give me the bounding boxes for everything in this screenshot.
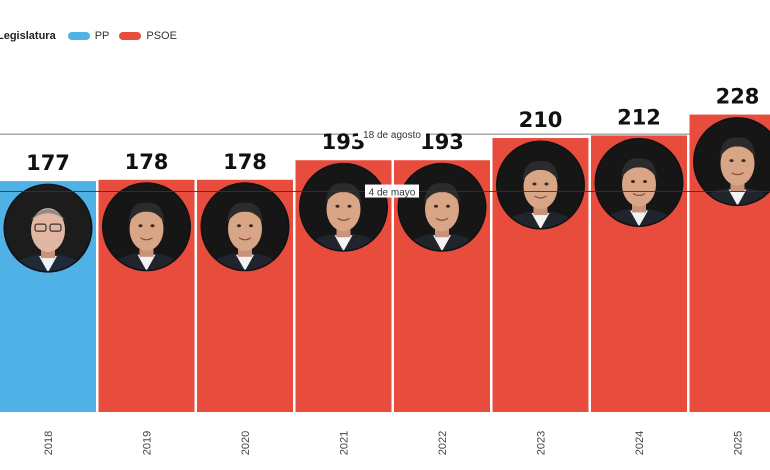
portrait-eye-right xyxy=(544,182,549,186)
portrait-eye-right xyxy=(741,159,746,163)
portrait-face xyxy=(326,187,361,232)
portrait-mouth xyxy=(731,172,744,176)
portrait-mouth xyxy=(534,195,547,199)
portrait-mouth xyxy=(140,237,153,241)
pedro-sanchez-portrait xyxy=(102,182,191,272)
value-label-2020: 178 xyxy=(223,150,267,174)
portrait-eye-left xyxy=(138,224,143,228)
portrait-mouth xyxy=(238,237,252,241)
value-label-2019: 178 xyxy=(125,150,169,174)
annotation-label-18-agosto: 18 de agosto xyxy=(363,130,421,141)
portrait-hair xyxy=(325,183,362,204)
value-label-2022: 193 xyxy=(420,130,464,154)
pedro-sanchez-portrait xyxy=(200,182,290,272)
legend: Legislatura PP PSOE xyxy=(0,28,187,44)
portrait-eye-left xyxy=(729,159,734,163)
portrait-clip-group xyxy=(5,185,91,272)
legend-label-pp: PP xyxy=(94,30,110,42)
tick-label-2023: 2023 xyxy=(536,431,548,455)
portrait-glasses-left xyxy=(34,223,47,232)
portrait-suit xyxy=(303,233,384,251)
annotation-bg-4-mayo xyxy=(365,184,419,198)
tick-label-2019: 2019 xyxy=(142,431,154,455)
portrait-suit xyxy=(205,252,285,270)
portrait-eye-left xyxy=(237,224,241,228)
value-label-2018: 177 xyxy=(26,151,70,175)
pedro-sanchez-portrait xyxy=(496,140,585,230)
portrait-face xyxy=(622,162,656,207)
value-label-2023: 210 xyxy=(519,108,563,132)
portrait-glasses-right xyxy=(49,223,62,232)
portrait-suit xyxy=(402,233,482,251)
annotation-bg-18-agosto xyxy=(358,127,426,141)
portrait-eye-left xyxy=(631,179,635,183)
portrait-clip-group xyxy=(202,183,288,270)
portrait-mouth xyxy=(337,217,350,221)
portrait-shirt xyxy=(630,210,648,226)
portrait-clip-group xyxy=(497,142,584,229)
annotation-label-4-mayo: 4 de mayo xyxy=(369,188,416,199)
portrait-hair xyxy=(128,202,165,223)
portrait-face xyxy=(31,208,65,253)
pedro-sanchez-portrait xyxy=(594,137,684,227)
portrait-face xyxy=(129,206,164,251)
portrait-suit xyxy=(697,187,770,205)
portrait-mouth xyxy=(632,192,646,197)
pedro-sanchez-portrait xyxy=(397,162,487,252)
portrait-shirt xyxy=(334,235,353,251)
tick-label-2020: 2020 xyxy=(240,431,252,455)
value-label-2024: 212 xyxy=(617,105,661,129)
tick-label-2025: 2025 xyxy=(733,431,745,455)
legend-title: Legislatura xyxy=(0,30,56,42)
legend-item-pp: PP xyxy=(67,30,110,42)
tick-label-2022: 2022 xyxy=(437,431,449,455)
portrait-clip-group xyxy=(399,164,485,251)
portrait-hair xyxy=(31,209,65,221)
legend-swatch-pp xyxy=(67,32,90,40)
portrait-eye-left xyxy=(434,204,438,208)
portrait-clip-group xyxy=(103,183,190,270)
portrait-face xyxy=(523,165,558,210)
legend-swatch-psoe xyxy=(119,32,142,40)
value-label-2025: 228 xyxy=(716,85,760,109)
portrait-hair xyxy=(424,183,460,204)
legend-label-psoe: PSOE xyxy=(146,30,177,42)
portrait-hair xyxy=(522,160,559,182)
portrait-hair xyxy=(621,158,657,179)
portrait-suit xyxy=(599,208,679,226)
legend-item-psoe: PSOE xyxy=(119,30,177,42)
portrait-eye-left xyxy=(335,204,340,208)
pedro-sanchez-portrait xyxy=(693,117,770,207)
portrait-clip-group xyxy=(694,118,770,205)
portrait-beard xyxy=(33,234,63,248)
portrait-clip-group xyxy=(596,139,682,226)
tick-label-2018: 2018 xyxy=(43,431,55,455)
portrait-eye-right xyxy=(446,204,450,208)
portrait-eye-right xyxy=(643,179,647,183)
portrait-mouth xyxy=(435,217,449,221)
portrait-shirt xyxy=(39,256,57,272)
portrait-shirt xyxy=(531,213,550,229)
portrait-suit xyxy=(500,211,581,229)
portrait-shirt xyxy=(137,254,156,270)
portrait-face xyxy=(425,187,459,232)
portrait-eye-left xyxy=(532,182,537,186)
portrait-shirt xyxy=(433,235,451,251)
portrait-shirt xyxy=(728,189,747,205)
portrait-hair xyxy=(227,202,263,223)
portrait-eye-right xyxy=(347,204,352,208)
mariano-rajoy-portrait xyxy=(3,183,93,273)
portrait-clip-group xyxy=(300,164,387,251)
portrait-face xyxy=(228,206,262,251)
portrait-face xyxy=(720,141,755,186)
portrait-suit xyxy=(106,252,187,270)
portrait-suit xyxy=(8,254,88,272)
tick-label-2021: 2021 xyxy=(339,431,351,455)
portrait-shirt xyxy=(236,254,254,270)
portrait-eye-right xyxy=(249,224,253,228)
tick-label-2024: 2024 xyxy=(634,431,646,455)
portrait-hair xyxy=(719,137,756,158)
portrait-eye-right xyxy=(150,224,155,228)
